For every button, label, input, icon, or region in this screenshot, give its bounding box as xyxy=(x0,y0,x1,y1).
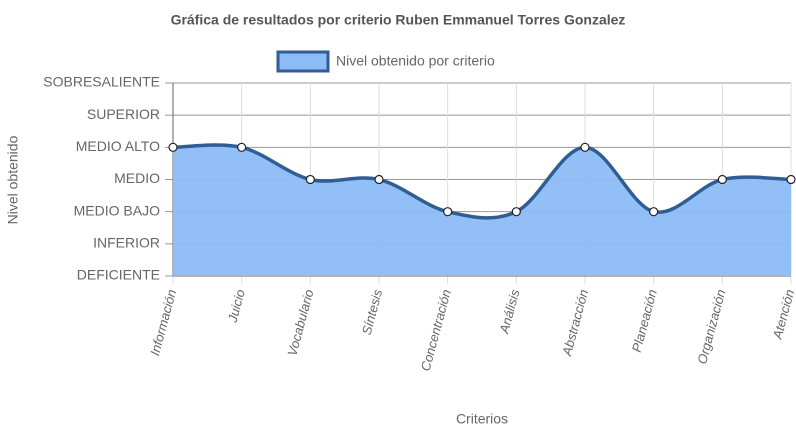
y-tick-label: INFERIOR xyxy=(93,235,160,251)
y-tick-label: DEFICIENTE xyxy=(77,267,160,283)
point xyxy=(511,207,521,217)
y-tick-label: SUPERIOR xyxy=(87,106,160,122)
point xyxy=(443,207,453,217)
x-tick-label: Vocabulario xyxy=(284,288,316,358)
legend-swatch xyxy=(276,50,330,73)
x-tick-label: Planeación xyxy=(629,288,660,354)
x-tick-label: Información xyxy=(147,288,179,357)
point xyxy=(649,207,659,217)
point xyxy=(580,142,590,152)
x-axis-label: Criterios xyxy=(456,411,508,427)
y-tick-label: MEDIO xyxy=(114,170,160,186)
point xyxy=(168,142,178,152)
x-tick-label: Abstracción xyxy=(559,288,591,358)
y-tick-label: SOBRESALIENTE xyxy=(43,74,160,90)
x-tick-label: Organización xyxy=(694,288,728,366)
x-tick-label: Análisis xyxy=(496,287,522,336)
x-tick-label: Atención xyxy=(769,288,796,342)
x-tick-label: Síntesis xyxy=(359,287,386,336)
chart-title: Gráfica de resultados por criterio Ruben… xyxy=(171,12,626,28)
point xyxy=(717,174,727,185)
y-axis-label: Nivel obtenido xyxy=(5,135,21,224)
point xyxy=(374,174,384,185)
line xyxy=(172,143,792,220)
point xyxy=(305,174,315,185)
y-tick-label: MEDIO BAJO xyxy=(74,202,160,218)
point xyxy=(237,142,247,152)
x-tick-label: Concentración xyxy=(418,288,454,373)
x-tick-label: Juicio xyxy=(225,288,248,325)
point xyxy=(786,174,796,185)
y-tick-label: MEDIO ALTO xyxy=(76,138,160,154)
legend-label: Nivel obtenido por criterio xyxy=(336,53,495,69)
area xyxy=(173,144,791,276)
